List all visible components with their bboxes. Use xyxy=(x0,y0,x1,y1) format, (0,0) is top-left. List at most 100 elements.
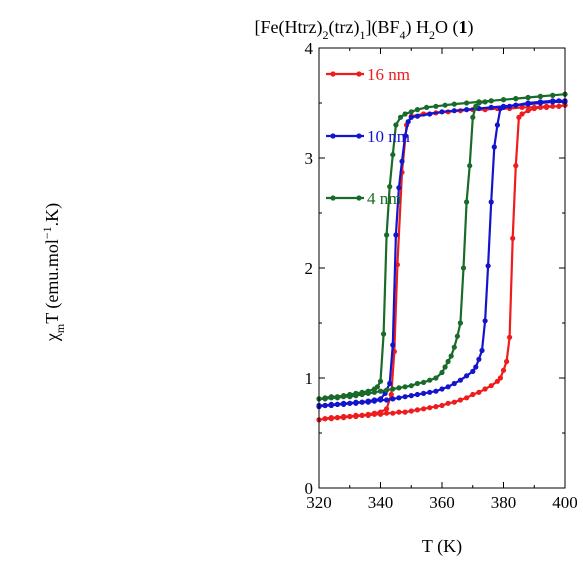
data-point xyxy=(359,391,365,398)
legend-marker xyxy=(356,133,362,139)
data-point xyxy=(464,107,470,113)
legend: 16 nm 10 nm 4 nm xyxy=(326,65,410,208)
x-tick-label: 340 xyxy=(368,493,394,512)
data-point xyxy=(433,388,439,394)
data-point xyxy=(353,400,359,406)
data-point xyxy=(488,383,494,389)
y-tick-label: 1 xyxy=(305,369,314,388)
data-point xyxy=(390,410,396,416)
data-point xyxy=(371,398,377,404)
data-point xyxy=(408,114,414,120)
data-point xyxy=(556,98,562,104)
data-point xyxy=(365,399,371,405)
data-point xyxy=(550,98,556,104)
data-point xyxy=(451,399,457,405)
x-tick-label: 320 xyxy=(306,493,332,512)
data-point xyxy=(470,391,476,398)
data-point xyxy=(439,369,445,376)
data-point xyxy=(488,104,494,110)
data-point xyxy=(525,94,531,101)
data-point xyxy=(365,390,371,396)
data-point xyxy=(464,100,470,106)
series-2 xyxy=(316,91,568,402)
data-point xyxy=(328,402,334,409)
data-point xyxy=(451,344,457,350)
data-point xyxy=(433,375,439,381)
data-point xyxy=(457,320,463,326)
data-point xyxy=(341,394,347,400)
data-point xyxy=(537,93,544,99)
data-point xyxy=(347,400,353,406)
data-point xyxy=(488,199,494,205)
data-point xyxy=(525,108,531,114)
data-point xyxy=(460,265,467,271)
data-point xyxy=(550,92,556,98)
data-point xyxy=(510,235,516,241)
data-point xyxy=(482,99,488,105)
data-point xyxy=(421,379,427,385)
data-point xyxy=(377,378,384,384)
data-point xyxy=(396,385,402,391)
data-point xyxy=(476,356,482,362)
data-point xyxy=(414,107,420,113)
data-point xyxy=(334,395,340,401)
data-point xyxy=(341,415,347,421)
data-point xyxy=(473,103,479,109)
data-point xyxy=(519,111,525,117)
data-point xyxy=(397,114,404,120)
data-point xyxy=(396,395,402,401)
data-point xyxy=(482,318,488,324)
data-point xyxy=(408,383,414,389)
data-point xyxy=(470,114,476,120)
data-point xyxy=(393,232,399,238)
data-point xyxy=(497,105,503,112)
x-tick-label: 360 xyxy=(429,493,455,512)
data-point xyxy=(451,101,457,107)
data-point xyxy=(384,232,390,238)
data-point xyxy=(421,406,427,412)
data-point xyxy=(433,404,439,410)
data-point xyxy=(353,413,359,420)
data-point xyxy=(377,397,384,403)
chart-title: [Fe(Htrz)2(trz)1](BF4) H2O (1) xyxy=(255,17,474,42)
data-point xyxy=(328,416,334,422)
data-point xyxy=(427,377,433,383)
series-line xyxy=(318,99,567,408)
data-point xyxy=(488,98,494,104)
data-point xyxy=(454,333,460,339)
data-point xyxy=(359,399,365,405)
data-point xyxy=(328,395,334,401)
data-point xyxy=(485,263,491,269)
data-point xyxy=(408,109,414,115)
data-point xyxy=(427,389,433,395)
data-point xyxy=(457,377,463,383)
series-layer xyxy=(316,91,568,423)
data-point xyxy=(384,410,390,416)
data-point xyxy=(504,358,510,365)
data-point xyxy=(390,386,396,392)
legend-label: 4 nm xyxy=(367,189,401,208)
data-point xyxy=(334,401,340,407)
data-point xyxy=(399,158,405,164)
data-point xyxy=(482,386,488,392)
data-point xyxy=(387,380,393,387)
data-point xyxy=(390,152,396,158)
data-point xyxy=(377,388,384,394)
data-point xyxy=(451,380,457,387)
data-point xyxy=(402,133,408,139)
data-point xyxy=(497,375,503,381)
data-point xyxy=(476,389,482,395)
data-point xyxy=(322,402,328,409)
data-point xyxy=(439,386,445,392)
data-point xyxy=(390,396,396,402)
data-point xyxy=(445,384,451,390)
data-point xyxy=(451,108,457,114)
series-line xyxy=(318,93,567,400)
data-point xyxy=(322,396,328,402)
data-point xyxy=(414,391,420,398)
data-point xyxy=(464,395,470,401)
data-point xyxy=(473,364,479,370)
data-point xyxy=(396,409,402,415)
data-point xyxy=(402,384,408,390)
data-point xyxy=(359,412,365,418)
